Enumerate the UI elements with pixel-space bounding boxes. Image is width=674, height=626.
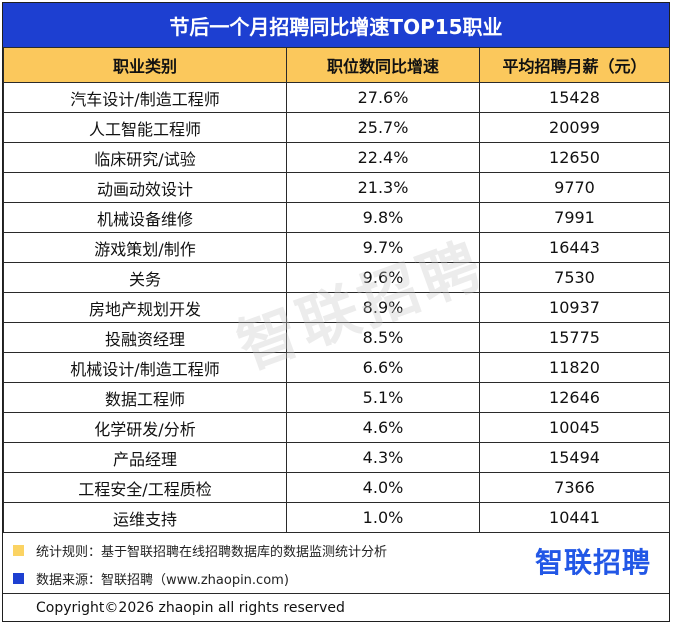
cell-salary: 15494 xyxy=(479,442,670,473)
table-row: 运维支持 1.0% 10441 xyxy=(3,502,670,533)
cell-salary: 7991 xyxy=(479,202,670,233)
table-row: 数据工程师 5.1% 12646 xyxy=(3,382,670,413)
table-row: 动画动效设计 21.3% 9770 xyxy=(3,172,670,203)
note-rule: 统计规则：基于智联招聘在线招聘数据库的数据监测统计分析 xyxy=(13,541,387,560)
table-title: 节后一个月招聘同比增速TOP15职业 xyxy=(3,3,669,47)
header-cell-growth: 职位数同比增速 xyxy=(286,47,480,83)
cell-occupation: 工程安全/工程质检 xyxy=(3,472,287,503)
header-row: 职业类别 职位数同比增速 平均招聘月薪（元） xyxy=(3,47,670,83)
cell-growth: 9.7% xyxy=(286,232,480,263)
cell-growth: 22.4% xyxy=(286,142,480,173)
cell-salary: 7530 xyxy=(479,262,670,293)
data-table: 职业类别 职位数同比增速 平均招聘月薪（元） 汽车设计/制造工程师 27.6% 15… xyxy=(3,47,670,533)
cell-growth: 6.6% xyxy=(286,352,480,383)
cell-salary: 16443 xyxy=(479,232,670,263)
cell-salary: 10045 xyxy=(479,412,670,443)
cell-occupation: 动画动效设计 xyxy=(3,172,287,203)
note-source-text: 数据来源：智联招聘（www.zhaopin.com) xyxy=(36,573,289,588)
cell-occupation: 人工智能工程师 xyxy=(3,112,287,143)
table-row: 关务 9.6% 7530 xyxy=(3,262,670,293)
cell-growth: 1.0% xyxy=(286,502,480,533)
cell-occupation: 机械设计/制造工程师 xyxy=(3,352,287,383)
blue-square-icon xyxy=(13,573,24,584)
cell-occupation: 机械设备维修 xyxy=(3,202,287,233)
table-row: 游戏策划/制作 9.7% 16443 xyxy=(3,232,670,263)
table-body: 汽车设计/制造工程师 27.6% 15428 人工智能工程师 25.7% 20099 临床研… xyxy=(3,82,670,533)
cell-salary: 10441 xyxy=(479,502,670,533)
cell-growth: 27.6% xyxy=(286,82,480,113)
cell-growth: 8.5% xyxy=(286,322,480,353)
cell-growth: 4.0% xyxy=(286,472,480,503)
zhaopin-logo: 智联招聘 xyxy=(534,546,651,579)
cell-growth: 5.1% xyxy=(286,382,480,413)
table-row: 人工智能工程师 25.7% 20099 xyxy=(3,112,670,143)
header-cell-occupation: 职业类别 xyxy=(3,47,287,83)
cell-salary: 7366 xyxy=(479,472,670,503)
cell-occupation: 关务 xyxy=(3,262,287,293)
cell-salary: 10937 xyxy=(479,292,670,323)
cell-salary: 15775 xyxy=(479,322,670,353)
table-row: 机械设备维修 9.8% 7991 xyxy=(3,202,670,233)
cell-salary: 12650 xyxy=(479,142,670,173)
table-row: 汽车设计/制造工程师 27.6% 15428 xyxy=(3,82,670,113)
cell-salary: 9770 xyxy=(479,172,670,203)
cell-occupation: 房地产规划开发 xyxy=(3,292,287,323)
cell-salary: 15428 xyxy=(479,82,670,113)
table-row: 机械设计/制造工程师 6.6% 11820 xyxy=(3,352,670,383)
cell-occupation: 运维支持 xyxy=(3,502,287,533)
header-cell-salary: 平均招聘月薪（元） xyxy=(479,47,670,83)
copyright-text: Copyright©2026 zhaopin all rights reserv… xyxy=(36,600,345,616)
note-rule-text: 统计规则：基于智联招聘在线招聘数据库的数据监测统计分析 xyxy=(36,545,388,560)
table-row: 产品经理 4.3% 15494 xyxy=(3,442,670,473)
cell-salary: 12646 xyxy=(479,382,670,413)
note-source: 数据来源：智联招聘（www.zhaopin.com) xyxy=(13,569,289,588)
cell-occupation: 临床研究/试验 xyxy=(3,142,287,173)
table-row: 临床研究/试验 22.4% 12650 xyxy=(3,142,670,173)
cell-growth: 4.3% xyxy=(286,442,480,473)
cell-growth: 9.6% xyxy=(286,262,480,293)
cell-growth: 8.9% xyxy=(286,292,480,323)
cell-growth: 9.8% xyxy=(286,202,480,233)
cell-occupation: 游戏策划/制作 xyxy=(3,232,287,263)
footer: Copyright©2026 zhaopin all rights reserv… xyxy=(3,593,669,622)
cell-growth: 4.6% xyxy=(286,412,480,443)
cell-growth: 25.7% xyxy=(286,112,480,143)
table-row: 房地产规划开发 8.9% 10937 xyxy=(3,292,670,323)
cell-salary: 20099 xyxy=(479,112,670,143)
cell-occupation: 产品经理 xyxy=(3,442,287,473)
table-row: 工程安全/工程质检 4.0% 7366 xyxy=(3,472,670,503)
cell-occupation: 化学研发/分析 xyxy=(3,412,287,443)
notes-section: 统计规则：基于智联招聘在线招聘数据库的数据监测统计分析 数据来源：智联招聘（ww… xyxy=(3,531,669,593)
table-row: 化学研发/分析 4.6% 10045 xyxy=(3,412,670,443)
cell-growth: 21.3% xyxy=(286,172,480,203)
cell-occupation: 数据工程师 xyxy=(3,382,287,413)
yellow-square-icon xyxy=(13,545,24,556)
table-row: 投融资经理 8.5% 15775 xyxy=(3,322,670,353)
cell-salary: 11820 xyxy=(479,352,670,383)
cell-occupation: 投融资经理 xyxy=(3,322,287,353)
cell-occupation: 汽车设计/制造工程师 xyxy=(3,82,287,113)
